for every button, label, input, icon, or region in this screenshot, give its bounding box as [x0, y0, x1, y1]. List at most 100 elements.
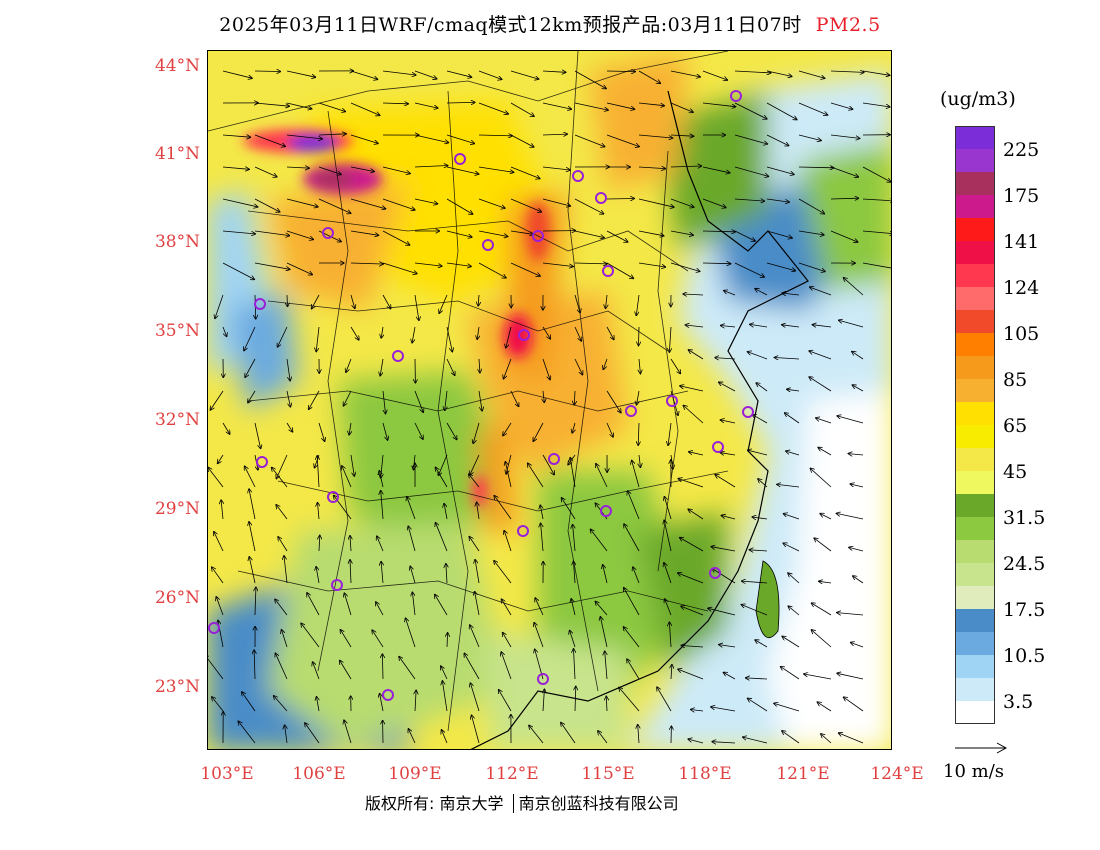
wind-arrow [734, 199, 764, 201]
wind-arrow [541, 523, 544, 552]
wind-arrow [376, 602, 384, 616]
legend-label: 31.5 [1003, 507, 1046, 529]
wind-arrow [438, 454, 448, 475]
wind-arrow [285, 725, 287, 744]
wind-arrow [478, 166, 514, 172]
wind-arrow [245, 466, 256, 488]
wind-arrow [446, 230, 472, 237]
wind-arrow [816, 418, 832, 424]
wind-arrow [344, 720, 352, 744]
wind-arrow [540, 505, 543, 520]
legend-label: 85 [1003, 369, 1028, 391]
legend-swatch [955, 241, 995, 264]
wind-arrow [510, 70, 539, 79]
wind-arrow [606, 230, 628, 242]
wind-arrow [766, 262, 795, 271]
wind-arrow [683, 294, 704, 295]
wind-arrow [606, 422, 613, 437]
wind-arrow [218, 454, 224, 463]
wind-arrow [350, 230, 379, 235]
wind-arrow [543, 689, 544, 712]
wind-arrow [284, 556, 288, 584]
wind-arrow [619, 688, 640, 712]
wind-arrow [382, 166, 410, 174]
wind-arrow [477, 326, 479, 339]
wind-arrow [798, 134, 821, 141]
wind-arrow [638, 167, 665, 169]
city-marker [482, 239, 494, 251]
wind-arrow [798, 262, 825, 272]
wind-arrow [446, 70, 472, 77]
wind-arrow [318, 134, 346, 135]
wind-arrow [591, 529, 608, 552]
wind-arrow [562, 498, 576, 520]
wind-arrow [782, 731, 800, 744]
wind-arrow [804, 674, 832, 680]
wind-arrow [249, 489, 256, 520]
wind-arrow [734, 262, 764, 277]
wind-arrow [638, 102, 664, 106]
wind-arrow [852, 385, 864, 392]
city-marker [256, 456, 268, 468]
wind-arrow [862, 166, 891, 182]
wind-arrow [750, 550, 768, 551]
legend-swatch [955, 540, 995, 563]
city-marker [327, 491, 339, 503]
wind-arrow [478, 262, 506, 278]
wind-arrow [382, 230, 410, 245]
wind-arrow [798, 167, 834, 168]
wind-arrow [344, 390, 352, 406]
wind-arrow [624, 588, 640, 616]
wind-arrow [503, 633, 512, 648]
wind-arrow [664, 497, 672, 520]
wind-arrow [627, 659, 640, 680]
legend-swatch [955, 425, 995, 448]
wind-arrow [596, 464, 608, 488]
wind-arrow [414, 70, 437, 79]
wind-arrow [837, 613, 864, 616]
wind-arrow [506, 326, 512, 348]
wind-arrow [782, 636, 800, 648]
city-markers [208, 90, 754, 701]
wind-arrow [664, 563, 672, 584]
wind-arrow [407, 497, 416, 520]
wind-arrow [572, 422, 575, 433]
wind-arrow [606, 134, 639, 147]
wind-arrow [340, 661, 352, 680]
city-marker [712, 441, 724, 453]
wind-arrow [606, 262, 633, 278]
wind-arrow [510, 166, 540, 179]
wind-arrow [286, 422, 293, 432]
city-marker [537, 673, 549, 685]
legend-swatch [955, 310, 995, 333]
legend-swatch [955, 609, 995, 632]
wind-arrow [681, 646, 704, 648]
wind-arrow [702, 102, 736, 107]
wind-arrow [830, 71, 864, 72]
wind-scale-arrow [955, 742, 1008, 754]
wind-arrow [785, 413, 800, 424]
legend-swatch [955, 494, 995, 517]
wind-arrow [342, 466, 352, 488]
wind-arrow [445, 390, 447, 410]
wind-arrow [377, 536, 384, 552]
wind-arrow [379, 471, 384, 488]
wind-arrow [787, 389, 800, 391]
wind-arrow [286, 167, 309, 168]
wind-arrow [606, 102, 635, 109]
wind-arrow [665, 599, 672, 616]
wind-arrow [734, 134, 767, 144]
wind-arrow [574, 102, 608, 110]
wind-arrow [574, 134, 605, 147]
wind-arrow [275, 653, 288, 680]
wind-arrow [851, 643, 864, 648]
wind-arrow [837, 673, 864, 680]
wind-arrow [813, 325, 832, 327]
legend-swatch [955, 586, 995, 609]
wind-arrow [721, 420, 736, 424]
wind-arrow [766, 166, 794, 174]
lon-label-106: 106°E [292, 764, 346, 784]
wind-arrow [475, 592, 480, 616]
wind-arrow [510, 102, 534, 116]
wind-arrow [830, 230, 858, 242]
